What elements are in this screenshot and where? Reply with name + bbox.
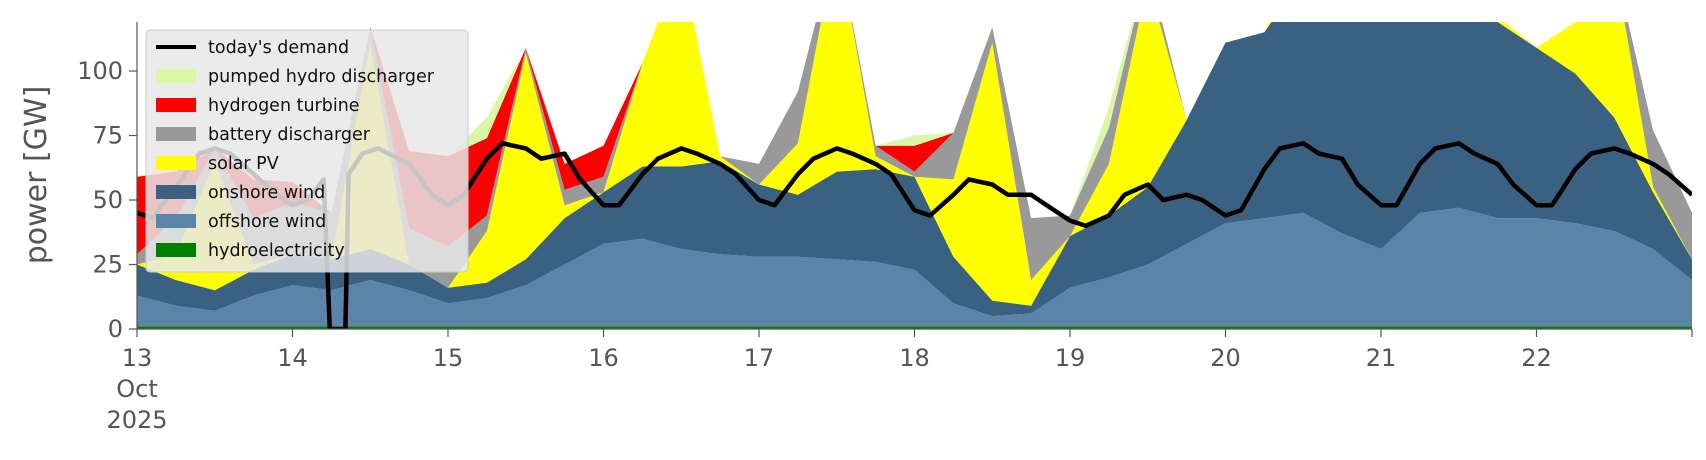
y-axis-label: power [GW]	[19, 86, 54, 265]
x-tick-label: 14	[277, 344, 308, 372]
legend: today's demand pumped hydro discharger hyd…	[145, 29, 469, 273]
x-tick-label: 16	[588, 344, 619, 372]
legend-label-solar-pv: solar PV	[208, 154, 279, 174]
legend-label-pumped-hydro-discharger: pumped hydro discharger	[208, 67, 435, 87]
x-tick-label: 15	[433, 344, 464, 372]
y-tick-label: 75	[92, 122, 123, 150]
y-axis: 0 25 50 75 100	[77, 22, 138, 343]
legend-label-hydrogen-turbine: hydrogen turbine	[208, 96, 360, 116]
legend-label-battery-discharger: battery discharger	[208, 125, 371, 145]
y-tick-label: 100	[77, 57, 123, 85]
x-tick-label: 18	[899, 344, 930, 372]
y-tick-label: 25	[92, 251, 123, 279]
x-axis: 13 Oct 2025 14 15 16 17 18 19 20 21 22	[106, 328, 1693, 434]
area-offshore-wind	[137, 207, 1692, 327]
plot-area	[137, 22, 1692, 329]
legend-box	[145, 29, 469, 273]
line-todays-demand	[137, 141, 1692, 329]
legend-swatch-battery-discharger	[156, 127, 196, 141]
legend-label-hydroelectricity: hydroelectricity	[208, 241, 345, 261]
legend-label-today-s-demand: today's demand	[208, 38, 349, 58]
legend-swatch-hydrogen-turbine	[156, 98, 196, 112]
legend-label-offshore-wind: offshore wind	[208, 212, 326, 232]
x-tick-label: Oct	[116, 375, 158, 403]
x-tick-label: 13	[122, 344, 153, 372]
x-tick-label: 17	[744, 344, 775, 372]
area-solar-pv	[137, 22, 1692, 306]
legend-swatch-hydroelectricity	[156, 243, 196, 257]
y-tick-label: 50	[92, 186, 123, 214]
legend-swatch-offshore-wind	[156, 214, 196, 228]
area-onshore-wind	[137, 22, 1692, 317]
x-tick-label: 2025	[106, 406, 167, 434]
legend-swatch-onshore-wind	[156, 185, 196, 199]
legend-swatch-pumped-hydro-discharger	[156, 69, 196, 83]
legend-swatch-solar-pv	[156, 156, 196, 170]
legend-label-onshore-wind: onshore wind	[208, 183, 325, 203]
x-tick-label: 21	[1366, 344, 1397, 372]
x-tick-label: 19	[1055, 344, 1086, 372]
area-hydroelectricity	[137, 326, 1692, 329]
y-tick-label: 0	[108, 315, 123, 343]
x-tick-label: 20	[1210, 344, 1241, 372]
x-tick-label: 22	[1521, 344, 1552, 372]
